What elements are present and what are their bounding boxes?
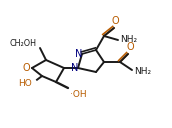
Text: ·OH: ·OH [70,90,87,99]
Text: CH₂OH: CH₂OH [9,40,36,49]
Text: N: N [75,49,82,59]
Text: NH₂: NH₂ [120,35,137,45]
Text: HO: HO [18,79,32,88]
Text: O: O [22,63,30,73]
Text: N: N [71,63,78,73]
Text: NH₂: NH₂ [134,67,151,77]
Text: O: O [126,42,134,52]
Text: O: O [111,16,119,26]
